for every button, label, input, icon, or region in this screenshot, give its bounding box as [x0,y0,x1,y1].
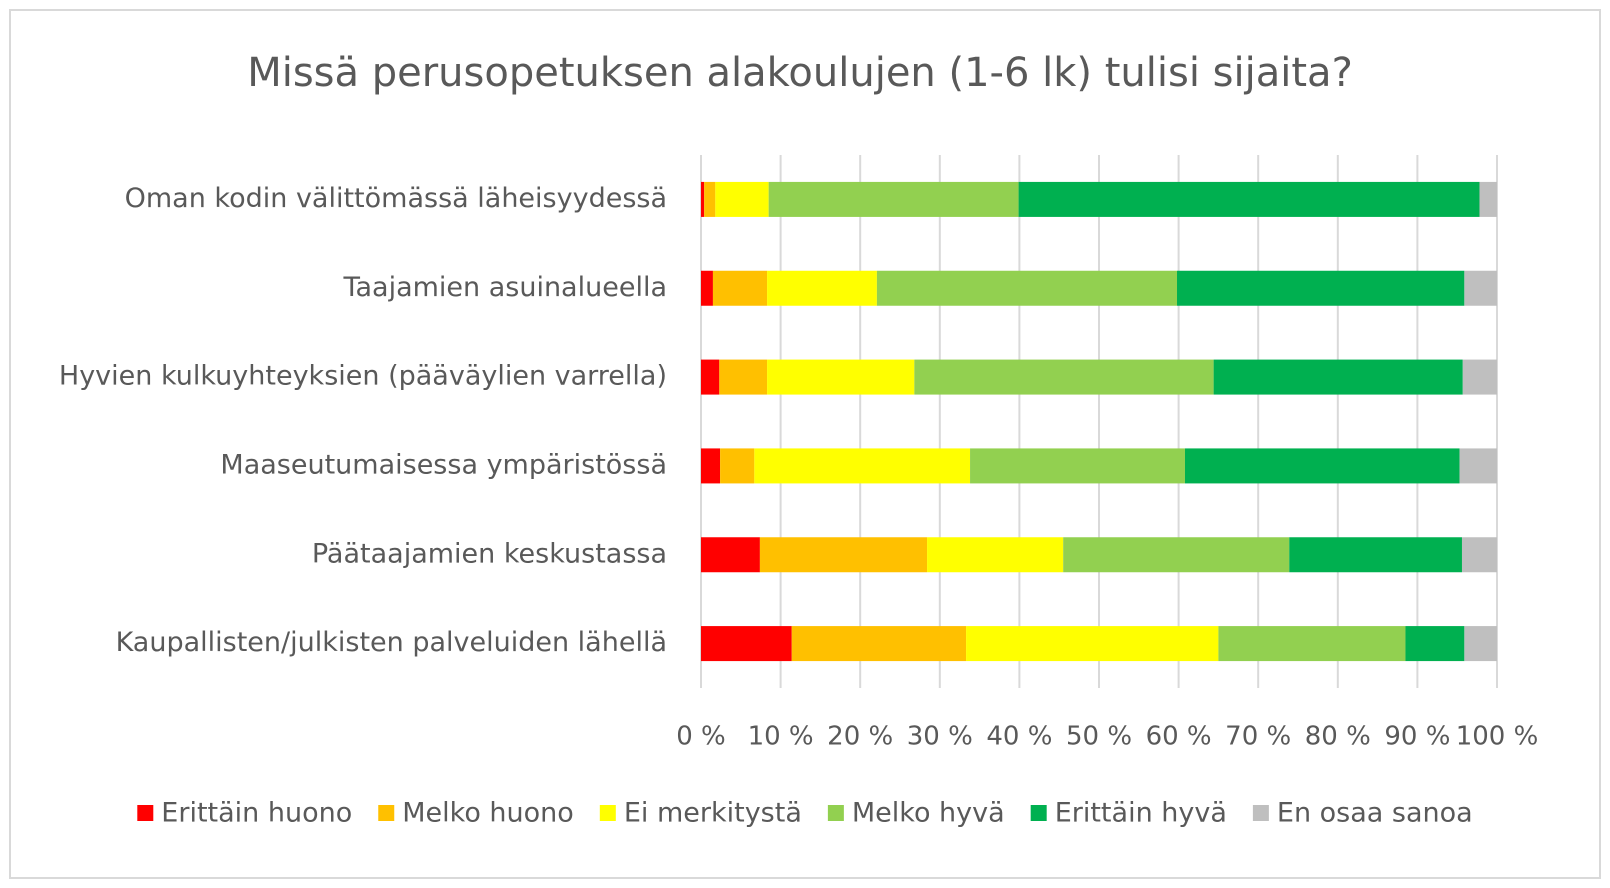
legend-swatch [1252,805,1269,821]
bar-segment [701,448,721,484]
legend-swatch [599,805,616,821]
x-tick-label: 0 % [676,722,726,752]
y-tick-label: Hyvien kulkuyhteyksien (pääväylien varre… [59,361,667,392]
y-tick-label: Taajamien asuinalueella [342,272,667,303]
x-tick-label: 50 % [1066,722,1132,752]
bar-segment [720,448,755,484]
x-tick-label: 90 % [1384,722,1450,752]
bar-segment [1459,448,1497,484]
bar-segment [1177,270,1465,306]
bar-segment [1218,626,1406,662]
x-tick-label: 10 % [748,722,814,752]
bar-segment [1184,448,1460,484]
legend-label: Melko hyvä [852,798,1005,829]
x-tick-label: 80 % [1305,722,1371,752]
bar-segment [966,626,1219,662]
bar-segment [767,359,915,395]
bar-segment [1461,537,1497,573]
bar-segment [719,359,768,395]
bar-segment [704,181,716,217]
bar-segment [1464,626,1497,662]
y-tick-label: Oman kodin välittömässä läheisyydessä [125,183,667,214]
bar-segment [1018,181,1480,217]
legend-swatch [137,805,154,821]
bar-segment [927,537,1064,573]
bar-segment [1063,537,1290,573]
bar-segment [1479,181,1497,217]
bar-segment [715,181,769,217]
bar-segment [701,359,720,395]
bar-segment [1464,270,1497,306]
y-tick-label: Päätaajamien keskustassa [312,538,667,569]
bar-segment [768,181,1019,217]
legend-label: En osaa sanoa [1277,798,1473,829]
bar-segment [701,270,713,306]
x-tick-label: 60 % [1146,722,1212,752]
y-tick-label: Kaupallisten/julkisten palveluiden lähel… [116,627,667,658]
bar-segment [1289,537,1462,573]
bar-segment [759,537,928,573]
x-tick-label: 70 % [1225,722,1291,752]
bar-segment [1405,626,1465,662]
legend-label: Erittäin hyvä [1055,798,1227,829]
x-tick-label: 40 % [986,722,1052,752]
bar-segment [791,626,967,662]
legend-swatch [827,805,844,821]
x-tick-label: 30 % [907,722,973,752]
bar-segment [876,270,1178,306]
legend-swatch [378,805,395,821]
x-tick-label: 100 % [1456,722,1539,752]
bar-segment [754,448,971,484]
bar-segment [970,448,1185,484]
bar-segment [701,537,760,573]
bar-segment [914,359,1214,395]
y-tick-label: Maaseutumaisessa ympäristössä [220,449,667,480]
bar-segment [701,181,705,217]
legend-swatch [1030,805,1047,821]
bar-segment [701,626,792,662]
legend-label: Erittäin huono [161,798,352,829]
chart-title: Missä perusopetuksen alakoulujen (1-6 lk… [247,50,1353,96]
bar-segment [1213,359,1463,395]
legend-label: Melko huono [402,798,574,829]
chart-border [9,9,1601,879]
bar-segment [767,270,877,306]
bar-segment [712,270,768,306]
bar-segment [1462,359,1497,395]
x-tick-label: 20 % [827,722,893,752]
legend-label: Ei merkitystä [624,798,802,829]
